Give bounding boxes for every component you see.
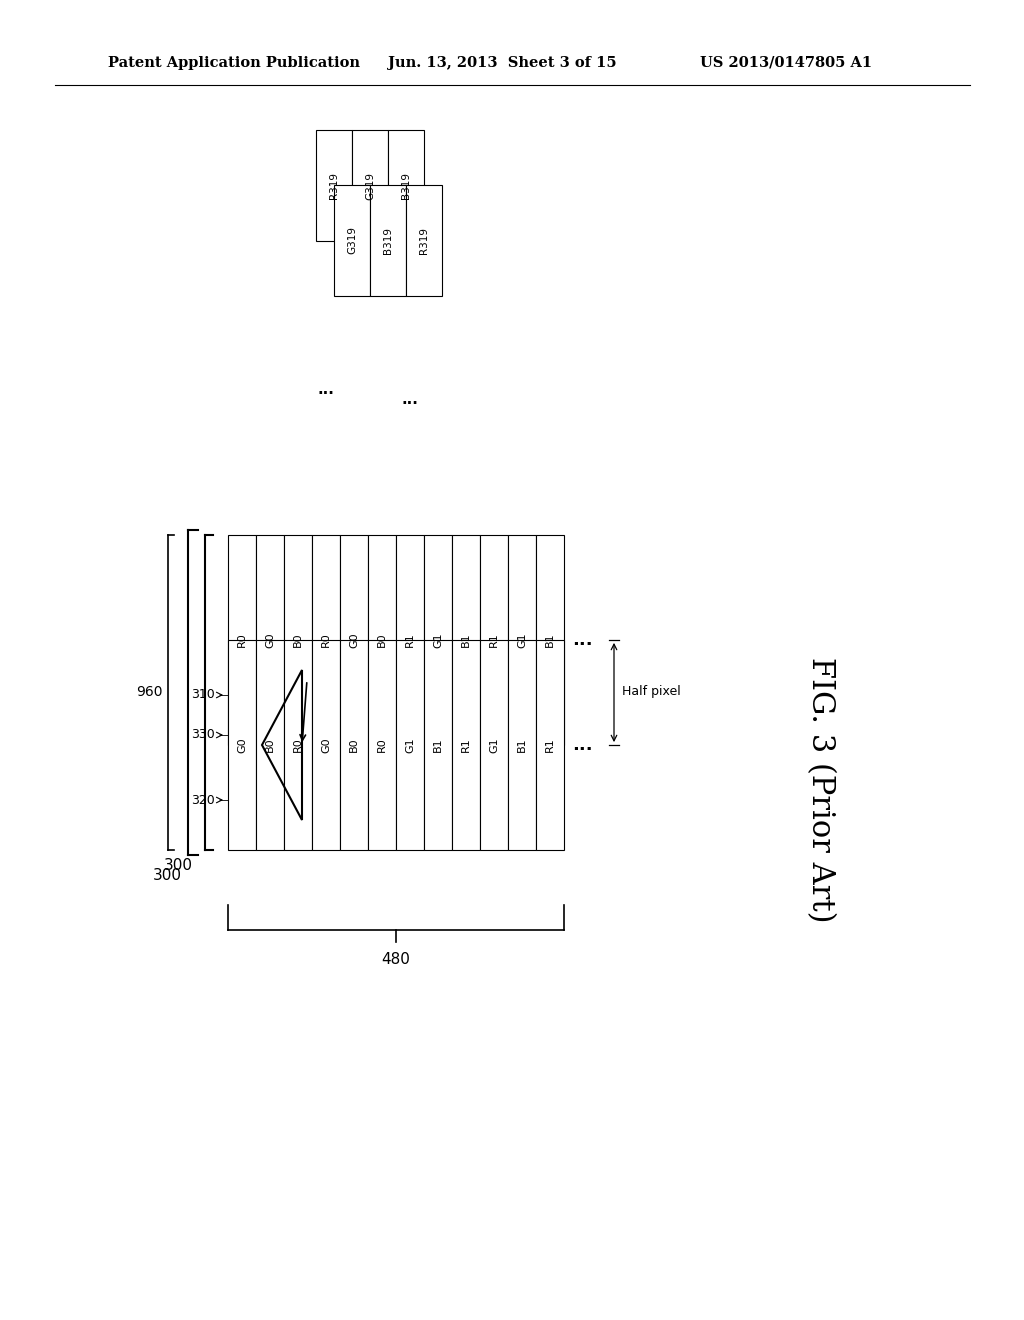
Text: Jun. 13, 2013  Sheet 3 of 15: Jun. 13, 2013 Sheet 3 of 15	[388, 55, 616, 70]
Bar	[508, 640, 536, 850]
Text: 300: 300	[153, 867, 182, 883]
Text: B319: B319	[383, 227, 393, 253]
Bar	[424, 535, 452, 744]
Bar	[536, 640, 564, 850]
Bar	[284, 535, 312, 744]
Text: Patent Application Publication: Patent Application Publication	[108, 55, 360, 70]
Text: US 2013/0147805 A1: US 2013/0147805 A1	[700, 55, 872, 70]
Text: B0: B0	[265, 738, 275, 752]
Bar	[406, 185, 442, 296]
Text: B319: B319	[401, 172, 411, 199]
Text: B0: B0	[349, 738, 359, 752]
Text: G0: G0	[321, 737, 331, 752]
Bar	[340, 535, 368, 744]
Bar	[228, 535, 256, 744]
Bar	[480, 535, 508, 744]
Text: B0: B0	[293, 632, 303, 647]
Text: R319: R319	[419, 227, 429, 253]
Text: G1: G1	[433, 632, 443, 648]
Text: R0: R0	[237, 632, 247, 647]
Bar	[536, 535, 564, 744]
Text: ...: ...	[317, 383, 335, 397]
Text: B1: B1	[545, 632, 555, 647]
Text: B0: B0	[377, 632, 387, 647]
Bar	[312, 640, 340, 850]
Text: B1: B1	[433, 738, 443, 752]
Text: G1: G1	[489, 737, 499, 752]
Bar	[424, 640, 452, 850]
Text: G0: G0	[265, 632, 275, 648]
Text: R1: R1	[461, 738, 471, 752]
Bar	[480, 640, 508, 850]
Text: G319: G319	[365, 172, 375, 199]
Bar	[284, 640, 312, 850]
Text: ...: ...	[571, 737, 592, 754]
Text: G0: G0	[349, 632, 359, 648]
Bar	[256, 640, 284, 850]
Text: R0: R0	[321, 632, 331, 647]
Text: G319: G319	[347, 227, 357, 255]
Bar	[396, 640, 424, 850]
Bar	[388, 129, 424, 242]
Bar	[228, 640, 256, 850]
Bar	[370, 185, 406, 296]
Text: 330: 330	[191, 729, 215, 742]
Text: R0: R0	[377, 738, 387, 752]
Text: R1: R1	[545, 738, 555, 752]
Bar	[340, 640, 368, 850]
Text: 320: 320	[191, 793, 215, 807]
Bar	[452, 640, 480, 850]
Bar	[368, 535, 396, 744]
Text: R319: R319	[329, 172, 339, 199]
Bar	[312, 535, 340, 744]
Bar	[334, 185, 370, 296]
Text: B1: B1	[461, 632, 471, 647]
Text: 480: 480	[382, 953, 411, 968]
Text: G0: G0	[237, 737, 247, 752]
Bar	[352, 129, 388, 242]
Bar	[256, 535, 284, 744]
Text: B1: B1	[517, 738, 527, 752]
Text: 960: 960	[136, 685, 163, 700]
Text: FIG. 3 (Prior Art): FIG. 3 (Prior Art)	[805, 657, 836, 923]
Text: Half pixel: Half pixel	[622, 685, 681, 698]
Bar	[316, 129, 352, 242]
Text: 310: 310	[191, 689, 215, 701]
Bar	[396, 535, 424, 744]
Text: ...: ...	[571, 631, 592, 649]
Text: 300: 300	[164, 858, 193, 873]
Text: G1: G1	[517, 632, 527, 648]
Text: ...: ...	[401, 392, 419, 408]
Text: R1: R1	[406, 632, 415, 647]
Text: G1: G1	[406, 737, 415, 752]
Text: R1: R1	[489, 632, 499, 647]
Text: R0: R0	[293, 738, 303, 752]
Bar	[508, 535, 536, 744]
Bar	[368, 640, 396, 850]
Bar	[452, 535, 480, 744]
